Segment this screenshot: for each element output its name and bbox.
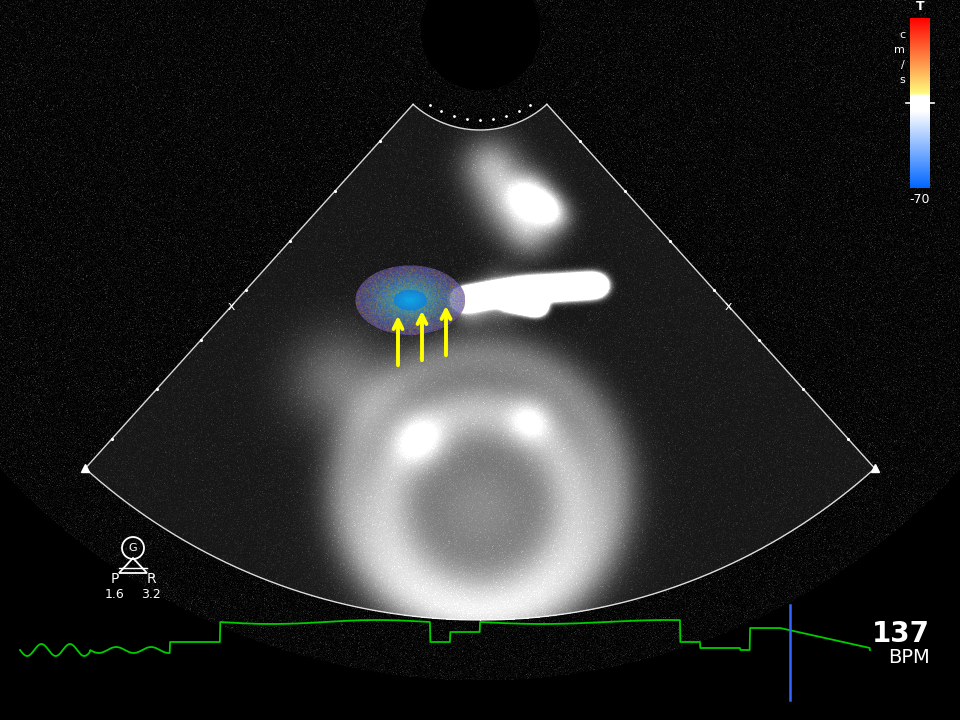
Text: -70: -70 — [910, 193, 930, 206]
Text: T: T — [916, 0, 924, 13]
Text: m: m — [894, 45, 905, 55]
Text: BPM: BPM — [888, 648, 930, 667]
Text: 3.2: 3.2 — [141, 588, 161, 601]
Text: 137: 137 — [872, 620, 930, 648]
Text: G: G — [129, 543, 137, 553]
Text: /: / — [901, 60, 905, 70]
Text: c: c — [899, 30, 905, 40]
Text: P: P — [110, 572, 119, 586]
Text: x: x — [725, 300, 732, 312]
Text: R: R — [146, 572, 156, 586]
Text: s: s — [900, 75, 905, 85]
Text: 1.6: 1.6 — [106, 588, 125, 601]
Text: x: x — [228, 300, 235, 312]
